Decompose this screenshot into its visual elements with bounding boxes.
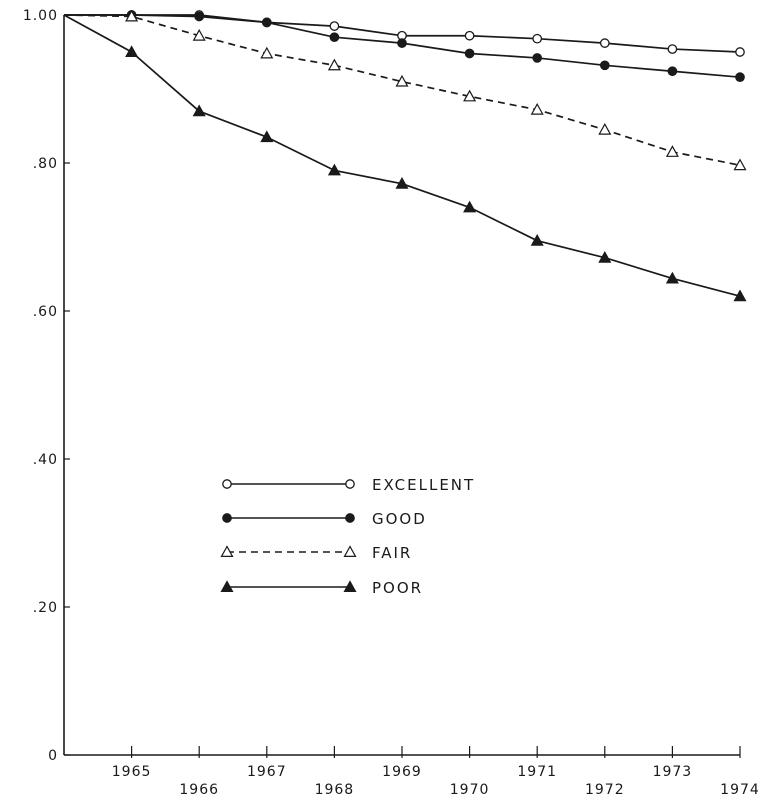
data-point [463,89,477,102]
x-tick-label: 1968 [315,782,355,798]
data-point [220,580,234,593]
data-point [345,513,355,523]
data-point [599,60,610,71]
data-point [532,33,543,44]
data-point [667,66,678,77]
data-point [733,289,747,302]
data-point [343,545,357,558]
data-point [735,72,745,83]
legend-item-fair: FAIR [220,544,412,562]
data-point [343,580,357,593]
x-tick-label: 1972 [585,782,625,798]
data-point [598,250,612,263]
data-point [464,30,475,41]
data-point [464,48,475,59]
y-tick-label: .20 [33,600,58,616]
y-tick-label: 0 [48,748,58,764]
series-excellent [64,10,745,57]
legend-item-excellent: EXCELLENT [222,476,475,494]
data-point [222,513,232,523]
data-point [395,176,409,189]
data-point [194,11,205,22]
data-point [733,158,747,171]
data-point [261,17,272,28]
y-tick-label: 1.00 [23,8,58,24]
x-tick-label: 1974 [720,782,760,798]
x-tick-label: 1973 [653,764,693,780]
data-point [598,122,612,135]
legend-label: EXCELLENT [372,476,475,494]
series-good [64,10,745,83]
data-point [260,130,274,143]
legend-label: GOOD [372,510,427,528]
y-ticks: 0 .20 .40 .60 .80 1.00 [23,8,70,764]
data-point [463,200,477,213]
data-point [532,53,543,63]
y-tick-label: .60 [33,304,58,320]
data-point [735,47,745,57]
x-tick-label: 1966 [179,782,219,798]
data-point [192,104,206,117]
data-point [665,271,679,284]
data-point [329,32,340,43]
data-point [125,9,139,22]
series-line-poor [63,14,741,298]
x-ticks: 1965 1966 1967 1968 1969 1970 1971 1972 1973 1974 [112,746,760,798]
data-point [125,45,139,58]
data-point [345,479,355,489]
x-tick-label: 1967 [247,764,287,780]
data-point [530,233,544,246]
y-tick-label: .80 [33,156,58,172]
legend-item-good: GOOD [222,510,427,528]
x-tick-label: 1965 [112,764,152,780]
data-point [222,479,232,489]
data-point [530,102,544,115]
series-poor [63,14,747,302]
series-fair [63,9,747,171]
data-point [192,28,206,41]
series-layer [63,9,747,302]
data-point [260,46,274,59]
data-point [327,58,341,71]
x-tick-label: 1971 [517,764,557,780]
legend-label: FAIR [372,544,412,562]
data-point [395,74,409,87]
data-point [665,145,679,157]
data-point [397,38,407,48]
x-tick-label: 1969 [382,764,422,780]
legend: EXCELLENT GOOD FAIR POOR [220,476,475,597]
data-point [329,21,340,31]
series-line-fair [63,14,741,167]
data-point [599,38,610,48]
data-point [220,545,234,558]
y-tick-label: .40 [33,452,58,468]
data-point [327,163,341,176]
legend-item-poor: POOR [220,579,423,597]
legend-label: POOR [372,579,423,597]
x-tick-label: 1970 [450,782,490,798]
data-point [667,44,678,54]
